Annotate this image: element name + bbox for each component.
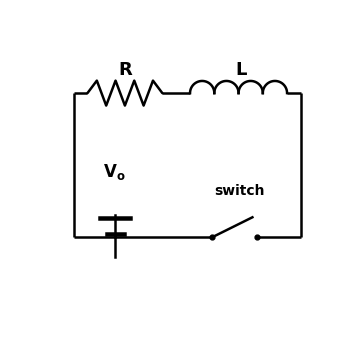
Text: switch: switch	[215, 184, 265, 198]
Text: $\mathbf{V_o}$: $\mathbf{V_o}$	[103, 162, 125, 182]
Text: L: L	[236, 60, 247, 78]
Text: R: R	[118, 60, 132, 78]
